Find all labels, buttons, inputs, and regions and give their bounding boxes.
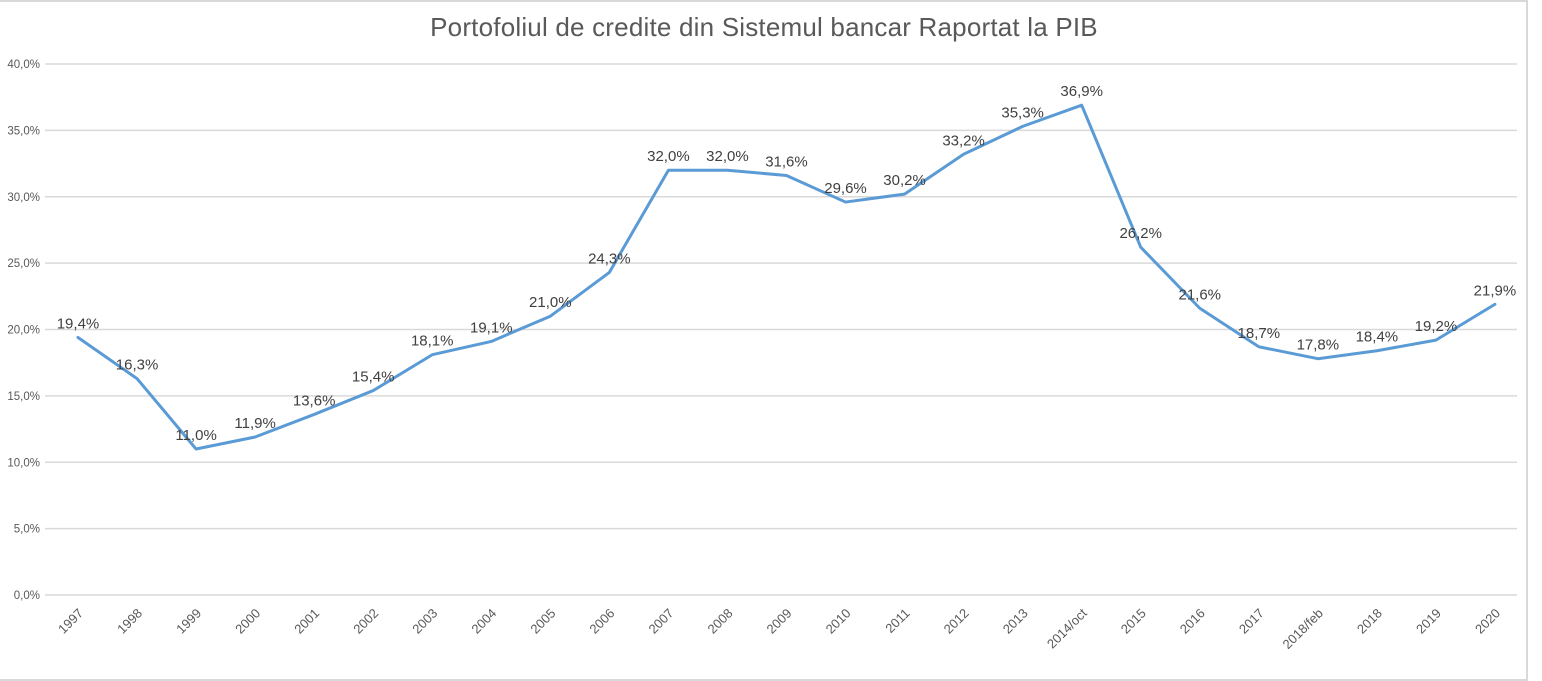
x-tick-label: 2017 xyxy=(1236,606,1267,637)
x-tick-label: 2001 xyxy=(291,606,322,637)
data-label: 15,4% xyxy=(352,369,395,386)
x-tick-label: 2008 xyxy=(705,606,736,637)
x-tick-label: 1998 xyxy=(114,606,145,637)
x-tick-label: 2004 xyxy=(468,606,499,637)
data-label: 32,0% xyxy=(706,148,749,165)
x-tick-label: 2018/feb xyxy=(1280,606,1326,652)
data-label: 21,9% xyxy=(1474,282,1517,299)
data-label: 18,1% xyxy=(411,333,454,350)
data-label: 21,0% xyxy=(529,294,572,311)
data-label: 36,9% xyxy=(1060,83,1103,100)
data-label: 33,2% xyxy=(942,132,985,149)
x-tick-label: 2020 xyxy=(1472,606,1503,637)
gridlines xyxy=(45,63,1517,596)
y-tick-label: 25,0% xyxy=(7,258,40,270)
data-label: 31,6% xyxy=(765,154,808,171)
data-label: 18,7% xyxy=(1238,325,1281,342)
x-tick-label: 1999 xyxy=(173,606,204,637)
x-tick-label: 2009 xyxy=(764,606,795,637)
x-tick-label: 2011 xyxy=(882,606,912,636)
y-tick-label: 10,0% xyxy=(7,457,40,469)
y-tick-label: 40,0% xyxy=(7,59,40,71)
x-tick-label: 2005 xyxy=(527,606,558,637)
data-series-line xyxy=(76,103,1497,451)
data-label: 16,3% xyxy=(116,357,159,374)
y-tick-label: 35,0% xyxy=(7,125,40,137)
x-axis-labels: 1997 1998 1999 2000 2001 2002 2003 2004 2005 2006… xyxy=(55,605,1503,652)
data-label: 26,2% xyxy=(1119,225,1162,242)
data-label: 19,4% xyxy=(57,315,100,332)
x-tick-label: 2000 xyxy=(232,606,263,637)
data-label: 13,6% xyxy=(293,392,336,409)
data-label: 30,2% xyxy=(883,172,926,189)
y-tick-label: 20,0% xyxy=(7,325,40,337)
x-tick-label: 2014/oct xyxy=(1044,605,1090,651)
data-label: 35,3% xyxy=(1001,104,1044,121)
x-tick-label: 2018 xyxy=(1354,606,1385,637)
data-labels: 19,4% 16,3% 11,0% 11,9% 13,6% 15,4% 18,1% 19,1%… xyxy=(57,83,1517,444)
y-tick-label: 30,0% xyxy=(7,192,40,204)
y-tick-label: 15,0% xyxy=(7,391,40,403)
data-label: 17,8% xyxy=(1297,337,1340,354)
y-axis-labels: 0,0% 5,0% 10,0% 15,0% 20,0% 25,0% 30,0% 35,0% 40… xyxy=(7,59,40,602)
x-tick-label: 2007 xyxy=(645,606,676,637)
x-tick-label: 1997 xyxy=(55,606,86,637)
x-tick-label: 2019 xyxy=(1413,606,1444,637)
data-label: 32,0% xyxy=(647,148,690,165)
x-tick-label: 2013 xyxy=(1000,606,1031,637)
x-tick-label: 2002 xyxy=(350,606,381,637)
data-label: 11,0% xyxy=(175,427,216,444)
data-label: 29,6% xyxy=(824,180,867,197)
y-tick-label: 5,0% xyxy=(14,524,40,536)
x-tick-label: 2003 xyxy=(409,606,440,637)
y-tick-label: 0,0% xyxy=(14,590,40,602)
data-label: 24,3% xyxy=(588,250,631,267)
chart-title: Portofoliul de credite din Sistemul banc… xyxy=(430,12,1098,42)
x-tick-label: 2016 xyxy=(1177,606,1208,637)
x-tick-label: 2010 xyxy=(823,606,854,637)
data-label: 21,6% xyxy=(1178,286,1221,303)
data-label: 18,4% xyxy=(1356,329,1399,346)
x-tick-label: 2006 xyxy=(586,606,617,637)
x-tick-label: 2012 xyxy=(941,606,972,637)
data-label: 19,2% xyxy=(1415,318,1458,335)
data-label: 11,9% xyxy=(234,415,275,432)
data-label: 19,1% xyxy=(470,319,513,336)
x-tick-label: 2015 xyxy=(1118,606,1149,637)
